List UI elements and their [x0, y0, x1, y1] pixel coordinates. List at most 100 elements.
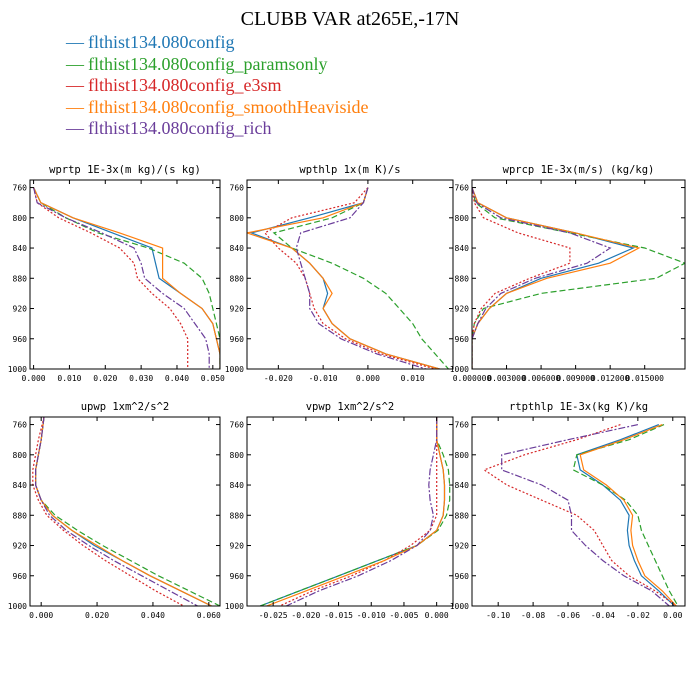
x-tick-label: 0.040: [165, 374, 189, 383]
y-tick-label: 800: [230, 214, 245, 223]
series-line: [472, 187, 636, 369]
series-line: [34, 417, 198, 606]
legend-label: flthist134.080config_rich: [88, 118, 272, 138]
y-tick-label: 840: [230, 244, 245, 253]
panel-1: wprtp 1E-3x(m kg)/(s kg) 760 800 840 880 920 9…: [8, 164, 225, 383]
y-tick-label: 880: [13, 274, 28, 283]
series-line: [259, 417, 451, 606]
y-tick-label: 760: [455, 421, 470, 430]
y-tick-label: 880: [455, 511, 470, 520]
panel-title: wprcp 1E-3x(m/s) (kg/kg): [503, 164, 655, 176]
x-tick-label: 0.030: [129, 374, 153, 383]
panel-title: wpthlp 1x(m K)/s: [299, 164, 400, 176]
x-tick-label: -0.010: [309, 374, 338, 383]
series-line: [472, 187, 685, 369]
series-line: [572, 424, 679, 606]
panel-2: wpthlp 1x(m K)/s 760 800 840 880 920 960 1000 -0…: [225, 164, 454, 383]
x-tick-label: 0.020: [93, 374, 117, 383]
x-tick-label: 0.012000: [591, 374, 630, 383]
y-tick-label: 800: [13, 214, 28, 223]
x-tick-label: -0.08: [521, 611, 545, 620]
x-tick-label: 0.060: [197, 611, 221, 620]
y-tick-label: 840: [455, 244, 470, 253]
panel-frame: [29, 416, 221, 607]
y-tick-label: 800: [455, 214, 470, 223]
series-group: [33, 187, 220, 369]
series-group: [472, 187, 685, 369]
y-tick-label: 1000: [8, 365, 27, 374]
series-line: [472, 187, 571, 369]
y-tick-label: 840: [13, 244, 28, 253]
panel-frame: [246, 416, 454, 607]
panel-6: rtpthlp 1E-3x(kg K)/kg 760 800 840 880 920 960…: [450, 401, 686, 620]
series-group: [259, 417, 451, 606]
panel-4: upwp 1xm^2/s^2 760 800 840 880 920 960 10000.00…: [8, 401, 221, 620]
y-tick-label: 960: [230, 335, 245, 344]
panel-frame: [471, 416, 686, 607]
series-line: [472, 187, 612, 369]
y-tick-label: 800: [455, 451, 470, 460]
y-tick-label: 960: [455, 335, 470, 344]
panel-frame: [471, 179, 686, 370]
x-tick-label: 0.040: [141, 611, 165, 620]
y-tick-label: 1000: [450, 602, 469, 611]
y-tick-label: 800: [230, 451, 245, 460]
y-tick-label: 1000: [225, 365, 244, 374]
x-tick-label: 0.010: [401, 374, 425, 383]
x-tick-label: -0.015: [324, 611, 353, 620]
y-tick-label: 920: [13, 305, 28, 314]
panel-title: rtpthlp 1E-3x(kg K)/kg: [509, 401, 648, 413]
x-tick-label: 0.003000: [487, 374, 526, 383]
series-line: [33, 187, 220, 369]
y-tick-label: 880: [455, 274, 470, 283]
y-tick-label: 920: [230, 542, 245, 551]
series-line: [279, 417, 438, 606]
x-tick-label: 0.009000: [556, 374, 595, 383]
y-tick-label: 760: [230, 421, 245, 430]
series-line: [34, 417, 212, 606]
y-tick-label: 760: [455, 184, 470, 193]
y-tick-label: 920: [455, 542, 470, 551]
y-tick-label: 880: [230, 511, 245, 520]
panel-frame: [246, 179, 454, 370]
legend-swatch: —: [66, 75, 84, 95]
y-tick-label: 960: [13, 572, 28, 581]
y-tick-label: 960: [13, 335, 28, 344]
x-tick-label: 0.050: [201, 374, 225, 383]
x-tick-label: 0.00: [663, 611, 682, 620]
x-tick-label: -0.020: [264, 374, 293, 383]
series-line: [247, 187, 440, 369]
y-tick-label: 800: [13, 451, 28, 460]
series-group: [32, 417, 220, 606]
series-line: [472, 187, 641, 369]
y-tick-label: 760: [13, 184, 28, 193]
legend-entry: — flthist134.080config_smoothHeaviside: [66, 97, 368, 119]
x-tick-label: 0.020: [85, 611, 109, 620]
legend-entry: — flthist134.080config_e3sm: [66, 75, 368, 97]
legend-entry: — flthist134.080config: [66, 32, 368, 54]
legend-swatch: —: [66, 53, 84, 74]
y-tick-label: 760: [230, 184, 245, 193]
legend-swatch: —: [66, 96, 84, 117]
x-tick-label: 0.010: [57, 374, 81, 383]
series-line: [249, 187, 440, 369]
y-tick-label: 880: [230, 274, 245, 283]
legend-label: flthist134.080config: [88, 32, 235, 52]
x-tick-label: 0.000: [22, 374, 46, 383]
x-tick-label: 0.015000: [625, 374, 664, 383]
y-tick-label: 880: [13, 511, 28, 520]
x-tick-label: 0.006000: [522, 374, 561, 383]
y-tick-label: 1000: [8, 602, 27, 611]
series-group: [247, 187, 449, 369]
series-line: [263, 187, 436, 369]
series-group: [482, 424, 679, 606]
x-tick-label: -0.06: [556, 611, 580, 620]
series-line: [482, 424, 677, 606]
legend-entry: — flthist134.080config_paramsonly: [66, 54, 368, 76]
legend-entry: — flthist134.080config_rich: [66, 118, 368, 140]
legend-label: flthist134.080config_smoothHeaviside: [88, 96, 369, 117]
y-tick-label: 840: [13, 481, 28, 490]
y-tick-label: 1000: [450, 365, 469, 374]
y-tick-label: 920: [455, 305, 470, 314]
series-line: [34, 417, 212, 606]
